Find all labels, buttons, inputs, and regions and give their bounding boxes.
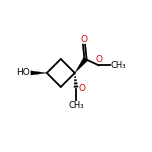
Polygon shape (74, 82, 78, 84)
Polygon shape (75, 58, 88, 73)
Text: CH₃: CH₃ (68, 101, 84, 110)
Polygon shape (31, 71, 47, 75)
Polygon shape (74, 79, 77, 81)
Polygon shape (74, 76, 76, 78)
Text: O: O (78, 84, 85, 93)
Text: CH₃: CH₃ (110, 61, 126, 70)
Text: O: O (80, 35, 87, 43)
Text: HO: HO (17, 68, 30, 77)
Polygon shape (74, 86, 78, 88)
Text: O: O (95, 55, 102, 64)
